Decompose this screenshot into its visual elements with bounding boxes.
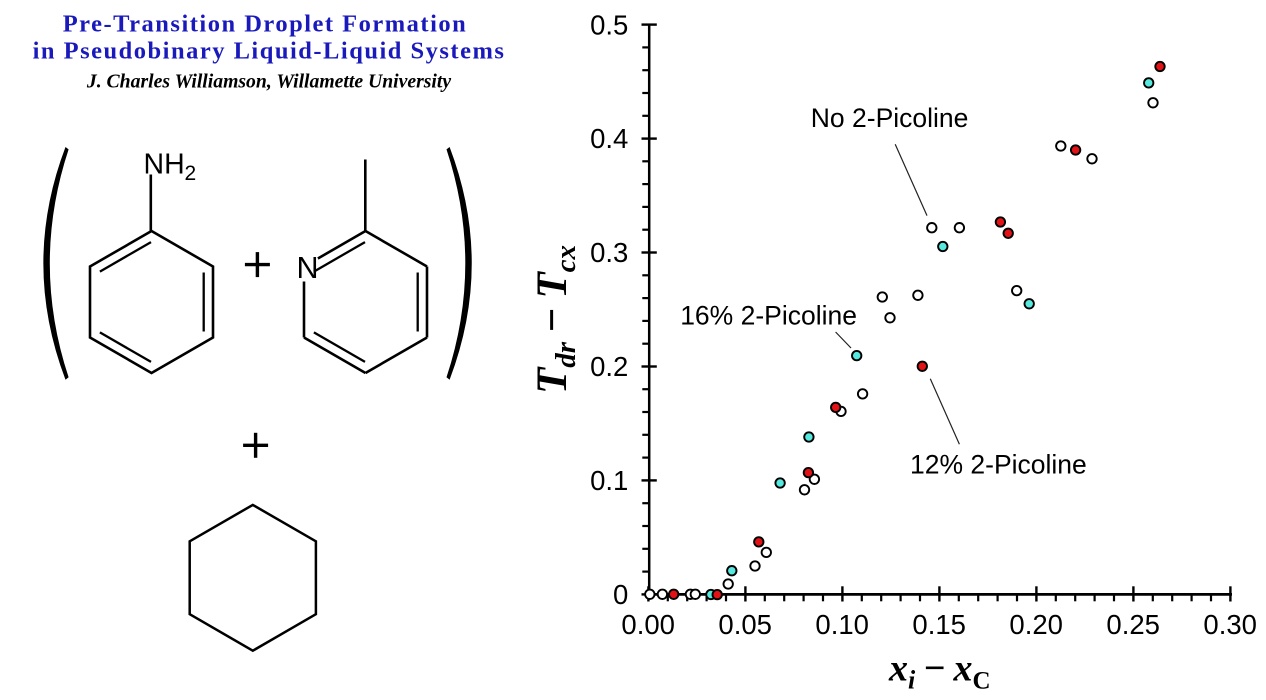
svg-text:0.05: 0.05 xyxy=(718,609,772,640)
svg-text:Tdr − Tcx: Tdr − Tcx xyxy=(529,245,582,394)
svg-text:No 2-Picoline: No 2-Picoline xyxy=(811,103,969,133)
svg-text:16% 2-Picoline: 16% 2-Picoline xyxy=(680,301,857,331)
svg-text:0.15: 0.15 xyxy=(912,609,966,640)
svg-text:12% 2-Picoline: 12% 2-Picoline xyxy=(910,450,1087,480)
svg-text:in Pseudobinary Liquid-Liquid: in Pseudobinary Liquid-Liquid Systems xyxy=(33,37,506,64)
svg-text:0.1: 0.1 xyxy=(590,465,628,496)
svg-text:0: 0 xyxy=(613,579,628,610)
svg-text:Pre-Transition Droplet Formati: Pre-Transition Droplet Formation xyxy=(63,11,468,38)
svg-text:0.00: 0.00 xyxy=(621,609,675,640)
svg-text:0.4: 0.4 xyxy=(590,123,628,154)
svg-text:xi − xC: xi − xC xyxy=(888,648,991,695)
svg-text:2: 2 xyxy=(185,162,197,185)
svg-text:0.3: 0.3 xyxy=(590,237,628,268)
svg-text:0.20: 0.20 xyxy=(1009,609,1063,640)
svg-text:0.25: 0.25 xyxy=(1106,609,1160,640)
svg-text:J. Charles Williamson, Willame: J. Charles Williamson, Willamette Univer… xyxy=(86,71,452,93)
svg-text:0.5: 0.5 xyxy=(590,9,628,40)
svg-text:0.30: 0.30 xyxy=(1203,609,1257,640)
svg-text:0.10: 0.10 xyxy=(815,609,869,640)
svg-text:N: N xyxy=(297,251,319,285)
svg-text:0.2: 0.2 xyxy=(590,351,628,382)
svg-text:NH: NH xyxy=(144,149,185,181)
